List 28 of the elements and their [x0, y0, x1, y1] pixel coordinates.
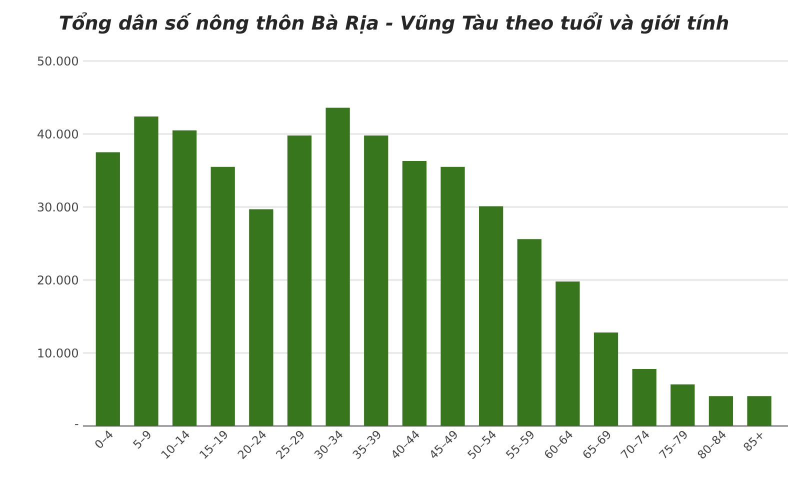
- y-tick-label: 50.000: [38, 56, 78, 66]
- y-tick-label: 10.000: [38, 348, 78, 358]
- bar: [440, 166, 465, 426]
- y-tick-label: 30.000: [38, 202, 78, 212]
- bar: [670, 384, 695, 426]
- chart-title: Tổng dân số nông thôn Bà Rịa - Vũng Tàu theo tuổi và giới tính: [60, 12, 728, 34]
- bar: [172, 130, 197, 426]
- bar: [249, 209, 274, 426]
- x-tick-label: 85+: [744, 433, 762, 451]
- bar: [747, 396, 772, 426]
- bar: [364, 135, 388, 426]
- y-tick-label: 20.000: [38, 275, 78, 285]
- bar: [478, 206, 504, 426]
- bar: [96, 152, 120, 426]
- x-tick-label: 0–4: [95, 430, 113, 448]
- bar: [326, 108, 350, 426]
- bar: [556, 281, 580, 426]
- y-tick-label: -: [75, 424, 78, 426]
- bar: [632, 369, 656, 426]
- x-tick-label: 5–9: [132, 430, 150, 449]
- bar: [287, 135, 312, 426]
- bar: [210, 166, 235, 426]
- y-tick-label: 40.000: [38, 129, 78, 139]
- bar: [708, 396, 734, 426]
- bar: [134, 116, 158, 426]
- bar: [517, 239, 542, 426]
- bar: [594, 332, 618, 426]
- bar: [402, 161, 426, 426]
